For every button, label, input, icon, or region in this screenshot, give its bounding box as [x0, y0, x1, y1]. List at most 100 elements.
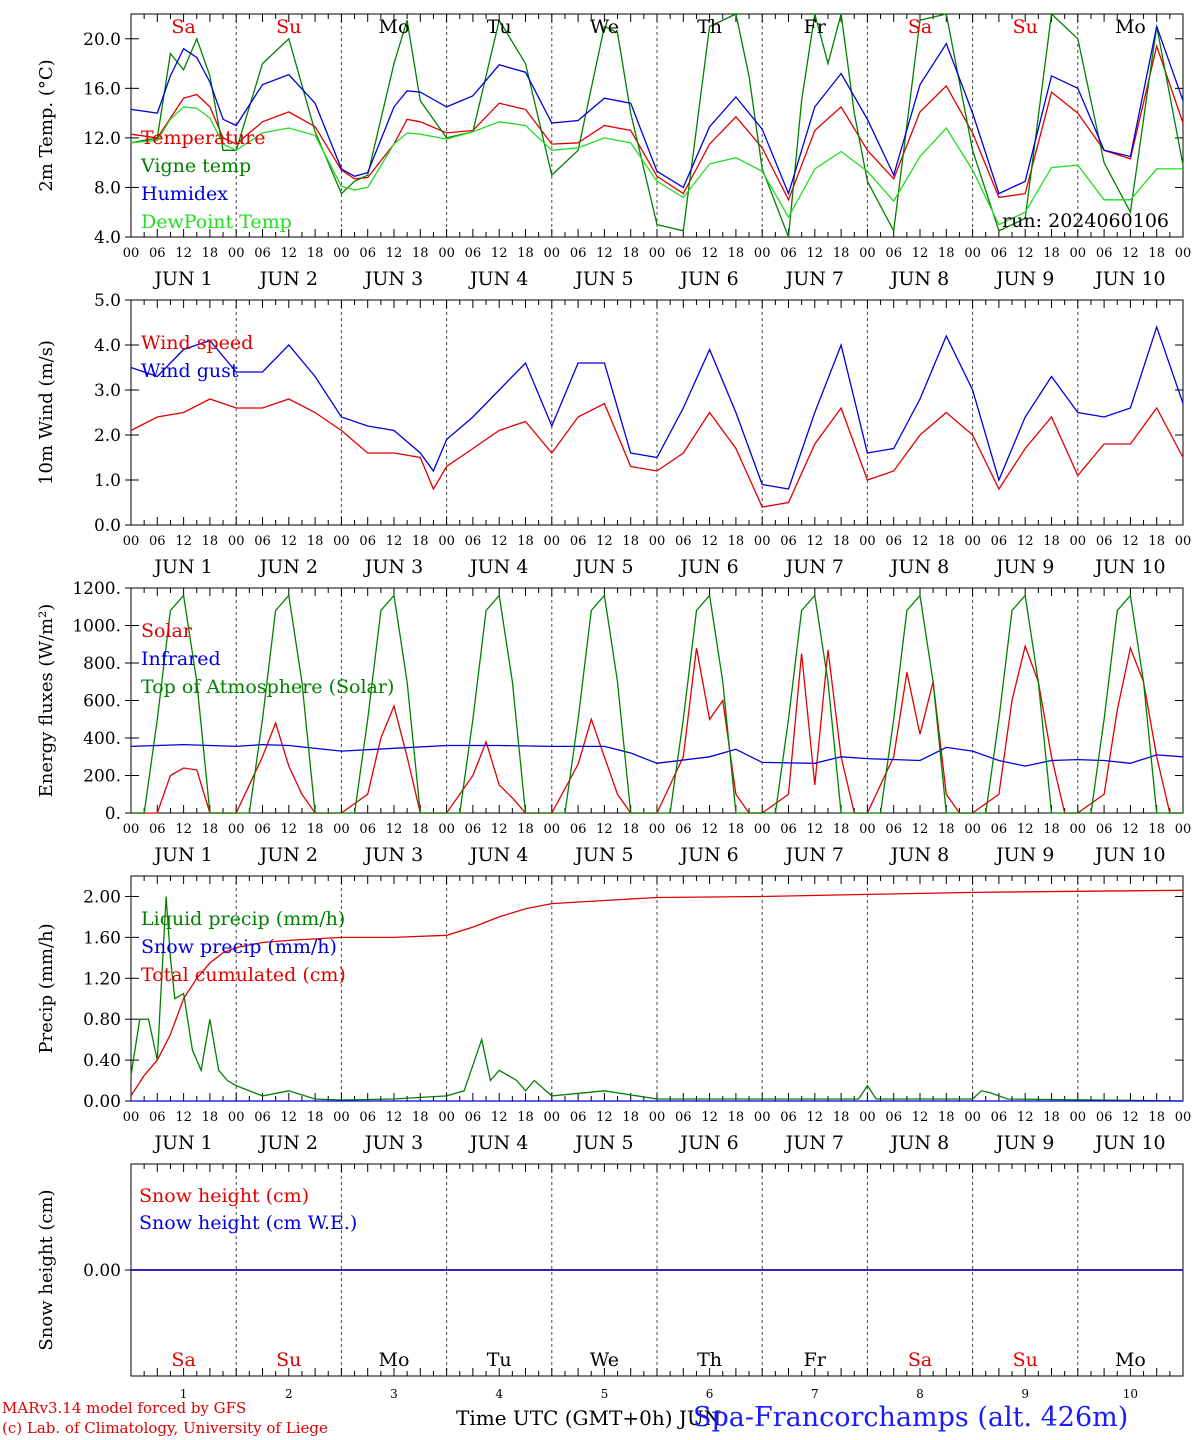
day-number: 1 — [180, 1387, 188, 1401]
weekday-label: Mo — [379, 16, 410, 38]
hour-tick-label: 12 — [175, 246, 192, 261]
hour-tick-label: 18 — [938, 822, 955, 837]
hour-tick-label: 18 — [307, 534, 324, 549]
hour-tick-label: 00 — [1070, 246, 1087, 261]
y-tick-label: 2.00 — [83, 887, 121, 907]
day-number: 7 — [811, 1387, 819, 1401]
hour-tick-label: 18 — [202, 246, 219, 261]
day-label: JUN 7 — [784, 268, 844, 290]
series-line-wind-gust — [130, 324, 1184, 490]
hour-tick-label: 06 — [991, 534, 1008, 549]
weekday-label: Fr — [804, 1349, 827, 1371]
hour-tick-label: 12 — [1017, 1110, 1034, 1125]
day-label: JUN 5 — [573, 556, 633, 578]
hour-tick-label: 12 — [491, 822, 508, 837]
hour-tick-label: 06 — [149, 246, 166, 261]
hour-tick-label: 18 — [833, 534, 850, 549]
hour-tick-label: 12 — [175, 534, 192, 549]
hour-tick-label: 18 — [622, 1110, 639, 1125]
hour-tick-label: 12 — [701, 246, 718, 261]
hour-tick-label: 06 — [465, 822, 482, 837]
day-label: JUN 1 — [152, 1132, 212, 1154]
hour-tick-label: 06 — [885, 534, 902, 549]
day-label: JUN 9 — [994, 268, 1054, 290]
panel-2: 0.0 1.0 2.0 3.0 4.0 5.0 10m Wind (m/s) Wind spe… — [36, 291, 1191, 578]
hour-tick-label: 00 — [859, 534, 876, 549]
y-tick-label: 1.0 — [94, 471, 121, 491]
hour-tick-label: 06 — [254, 822, 271, 837]
hour-tick-label: 06 — [1096, 822, 1113, 837]
legend-entry: Snow precip (mm/h) — [141, 936, 337, 958]
hour-tick-label: 06 — [780, 534, 797, 549]
hour-tick-label: 18 — [412, 822, 429, 837]
day-label: JUN 4 — [468, 556, 528, 578]
hour-tick-label: 06 — [359, 534, 376, 549]
y-tick-label: 4.0 — [94, 336, 121, 356]
y-tick-label: 20.0 — [83, 30, 121, 50]
hour-tick-label: 18 — [938, 246, 955, 261]
day-label: JUN 4 — [468, 268, 528, 290]
hour-tick-label: 00 — [438, 534, 455, 549]
hour-tick-label: 06 — [675, 822, 692, 837]
panel-5: 0.00 Snow height (cm) Snow height (cm) Snow… — [36, 1163, 1184, 1401]
hour-tick-label: 06 — [991, 246, 1008, 261]
legend-entry: Wind gust — [141, 360, 239, 382]
y-tick-label: 1200. — [72, 579, 121, 599]
hour-tick-label: 12 — [175, 1110, 192, 1125]
hour-tick-label: 00 — [964, 534, 981, 549]
hour-tick-label: 12 — [1122, 534, 1139, 549]
hour-tick-label: 18 — [202, 1110, 219, 1125]
series-line-humidex — [130, 23, 1184, 196]
hour-tick-label: 12 — [1122, 246, 1139, 261]
y-tick-label: 16.0 — [83, 79, 121, 99]
day-label: JUN 5 — [573, 1132, 633, 1154]
hour-tick-label: 06 — [1096, 534, 1113, 549]
hour-tick-label: 00 — [859, 1110, 876, 1125]
hour-tick-label: 12 — [1017, 534, 1034, 549]
legend-entry: Humidex — [141, 183, 228, 205]
plot-frame — [130, 587, 1184, 814]
hour-tick-label: 06 — [359, 1110, 376, 1125]
weekday-label: Su — [276, 1349, 301, 1371]
day-label: JUN 3 — [363, 1132, 423, 1154]
hour-tick-label: 06 — [991, 822, 1008, 837]
hour-tick-label: 00 — [228, 1110, 245, 1125]
y-axis-label: 2m Temp. (°C) — [36, 59, 57, 191]
hour-tick-label: 00 — [333, 1110, 350, 1125]
hour-tick-label: 12 — [491, 1110, 508, 1125]
hour-tick-label: 06 — [675, 534, 692, 549]
weekday-label: Su — [1013, 16, 1038, 38]
run-annotation: run: 2024060106 — [1002, 210, 1169, 232]
day-number: 5 — [601, 1387, 609, 1401]
hour-tick-label: 18 — [622, 246, 639, 261]
hour-tick-label: 18 — [517, 1110, 534, 1125]
hour-tick-label: 06 — [149, 534, 166, 549]
hour-tick-label: 06 — [570, 246, 587, 261]
panel-1: 4.0 8.0 12.0 16.0 20.0 2m Temp. (°C) Temperatu… — [36, 12, 1191, 290]
weekday-label: Th — [697, 16, 722, 38]
hour-tick-label: 06 — [570, 534, 587, 549]
legend-entry: Snow height (cm) — [139, 1185, 309, 1207]
weekday-label: Sa — [171, 16, 195, 38]
y-tick-label: 1.20 — [83, 969, 121, 989]
hour-tick-label: 00 — [123, 246, 140, 261]
hour-tick-label: 18 — [1148, 246, 1165, 261]
hour-tick-label: 12 — [912, 534, 929, 549]
day-label: JUN 10 — [1093, 268, 1165, 290]
legend-entry: Snow height (cm W.E.) — [139, 1212, 357, 1234]
hour-tick-label: 12 — [386, 822, 403, 837]
hour-tick-label: 00 — [544, 1110, 561, 1125]
hour-tick-label: 06 — [465, 246, 482, 261]
y-tick-label: 1000. — [72, 617, 121, 637]
hour-tick-label: 12 — [807, 822, 824, 837]
hour-tick-label: 12 — [912, 246, 929, 261]
day-label: JUN 8 — [889, 844, 949, 866]
y-tick-label: 0.80 — [83, 1010, 121, 1030]
day-label: JUN 3 — [363, 268, 423, 290]
hour-tick-label: 00 — [1070, 822, 1087, 837]
hour-tick-label: 12 — [1122, 1110, 1139, 1125]
hour-tick-label: 18 — [1148, 1110, 1165, 1125]
hour-tick-label: 12 — [912, 822, 929, 837]
hour-tick-label: 06 — [570, 822, 587, 837]
hour-tick-label: 12 — [701, 822, 718, 837]
